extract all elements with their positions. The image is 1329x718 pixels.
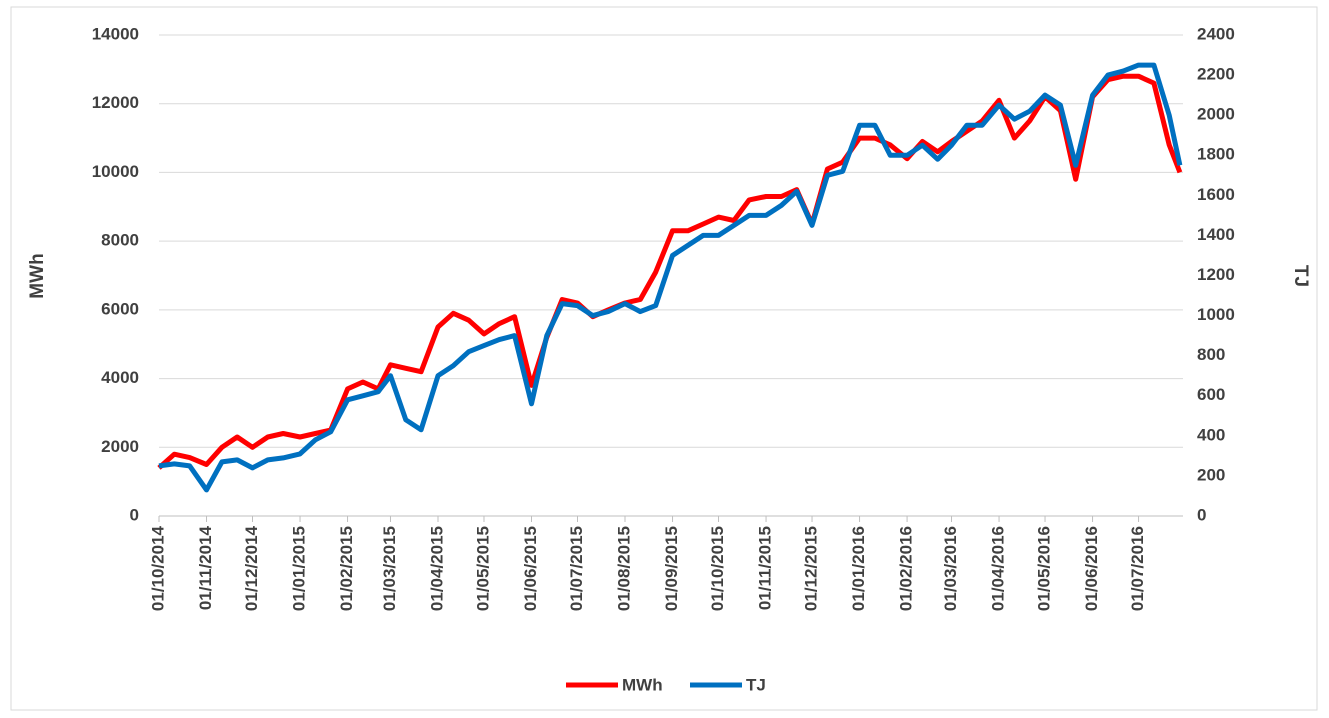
x-tick-label: 01/02/2015 [337, 526, 356, 611]
x-tick-label: 01/03/2016 [941, 526, 960, 611]
y-tick-label: 2000 [101, 437, 139, 456]
x-tick-label: 01/10/2014 [148, 525, 167, 611]
x-tick-label: 01/08/2015 [614, 526, 633, 611]
y2-tick-label: 200 [1197, 465, 1225, 484]
y-axis-title: MWh [27, 253, 48, 298]
y2-tick-label: 1800 [1197, 145, 1235, 164]
x-tick-label: 01/01/2016 [849, 526, 868, 611]
y-tick-label: 12000 [92, 93, 139, 112]
x-tick-label: 01/04/2015 [427, 526, 446, 611]
x-tick-label: 01/11/2014 [196, 525, 215, 610]
y2-tick-label: 2200 [1197, 65, 1235, 84]
x-tick-label: 01/01/2015 [290, 526, 309, 611]
y2-tick-label: 1200 [1197, 265, 1235, 284]
x-tick-label: 01/06/2016 [1082, 526, 1101, 611]
y-tick-label: 8000 [101, 231, 139, 250]
x-tick-label: 01/05/2016 [1035, 526, 1054, 611]
y-tick-label: 4000 [101, 368, 139, 387]
x-tick-label: 01/07/2015 [567, 526, 586, 611]
y2-tick-label: 2000 [1197, 105, 1235, 124]
x-tick-label: 01/12/2015 [802, 526, 821, 611]
y2-tick-label: 0 [1197, 505, 1206, 524]
line-series [158, 62, 1183, 493]
y2-tick-label: 400 [1197, 425, 1225, 444]
chart-frame [10, 6, 1318, 711]
y2-tick-label: 800 [1197, 345, 1225, 364]
y-tick-label: 14000 [92, 24, 139, 43]
x-tick-label: 01/07/2016 [1128, 526, 1147, 611]
x-tick-label: 01/09/2015 [662, 526, 681, 611]
x-tick-label: 01/10/2015 [708, 526, 727, 611]
x-tick-label: 01/04/2016 [989, 526, 1008, 611]
y2-tick-label: 2400 [1197, 24, 1235, 43]
legend-label: TJ [746, 675, 766, 694]
x-tick-label: 01/06/2015 [521, 526, 540, 611]
x-tick-label: 01/05/2015 [473, 526, 492, 611]
x-tick-label: 01/12/2014 [242, 525, 261, 611]
y2-tick-label: 600 [1197, 385, 1225, 404]
x-tick-label: 01/02/2016 [897, 526, 916, 611]
y-tick-label: 0 [130, 505, 139, 524]
y2-tick-label: 1600 [1197, 185, 1235, 204]
x-tick-label: 01/11/2015 [756, 526, 775, 610]
y2-tick-label: 1000 [1197, 305, 1235, 324]
y2-tick-label: 1400 [1197, 225, 1235, 244]
legend-label: MWh [622, 675, 663, 694]
y-tick-label: 10000 [92, 162, 139, 181]
y2-axis-title: TJ [1290, 265, 1311, 287]
x-tick-label: 01/03/2015 [380, 526, 399, 611]
y-tick-label: 6000 [101, 299, 139, 318]
